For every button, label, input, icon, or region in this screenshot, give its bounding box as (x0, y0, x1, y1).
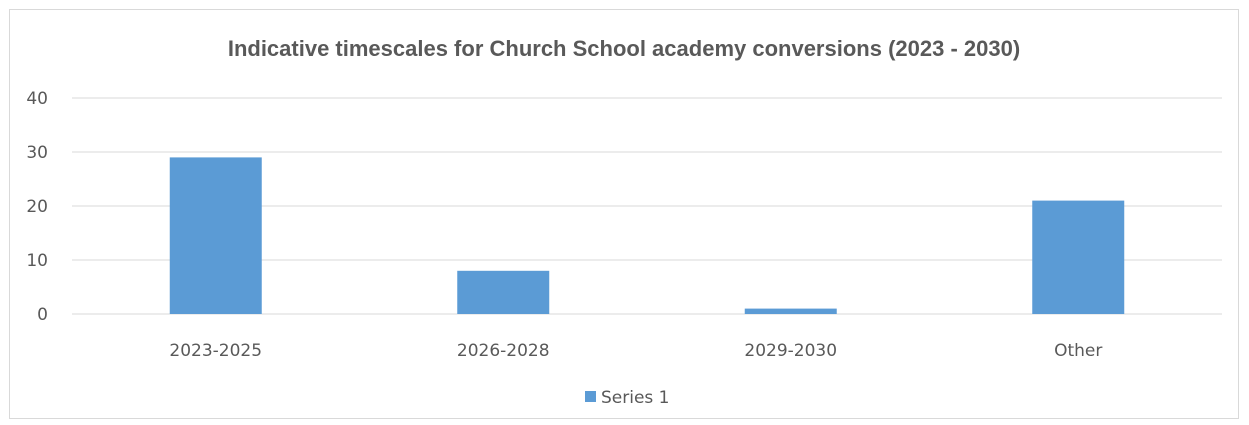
legend-label-series-1: Series 1 (601, 388, 670, 408)
chart-title: Indicative timescales for Church School … (228, 36, 1020, 61)
x-tick-label: 2029-2030 (744, 341, 837, 361)
bar-2029-2030 (744, 308, 837, 314)
y-tick-label: 40 (26, 89, 48, 109)
bar-2023-2025 (169, 157, 262, 314)
legend: Series 1 (585, 388, 670, 408)
gridlines (72, 97, 1222, 315)
bar-other (1032, 200, 1125, 314)
bar-2026-2028 (457, 270, 550, 314)
x-tick-label: 2026-2028 (457, 341, 550, 361)
y-tick-label: 20 (26, 197, 48, 217)
legend-swatch-series-1 (585, 391, 596, 402)
x-axis-ticks: 2023-2025 2026-2028 2029-2030 Other (169, 341, 1102, 361)
y-axis-ticks: 0 10 20 30 40 (26, 89, 48, 325)
y-tick-label: 10 (26, 251, 48, 271)
y-tick-label: 0 (37, 305, 48, 325)
x-tick-label: 2023-2025 (169, 341, 262, 361)
bars (169, 157, 1125, 314)
y-tick-label: 30 (26, 143, 48, 163)
x-tick-label: Other (1054, 341, 1102, 361)
